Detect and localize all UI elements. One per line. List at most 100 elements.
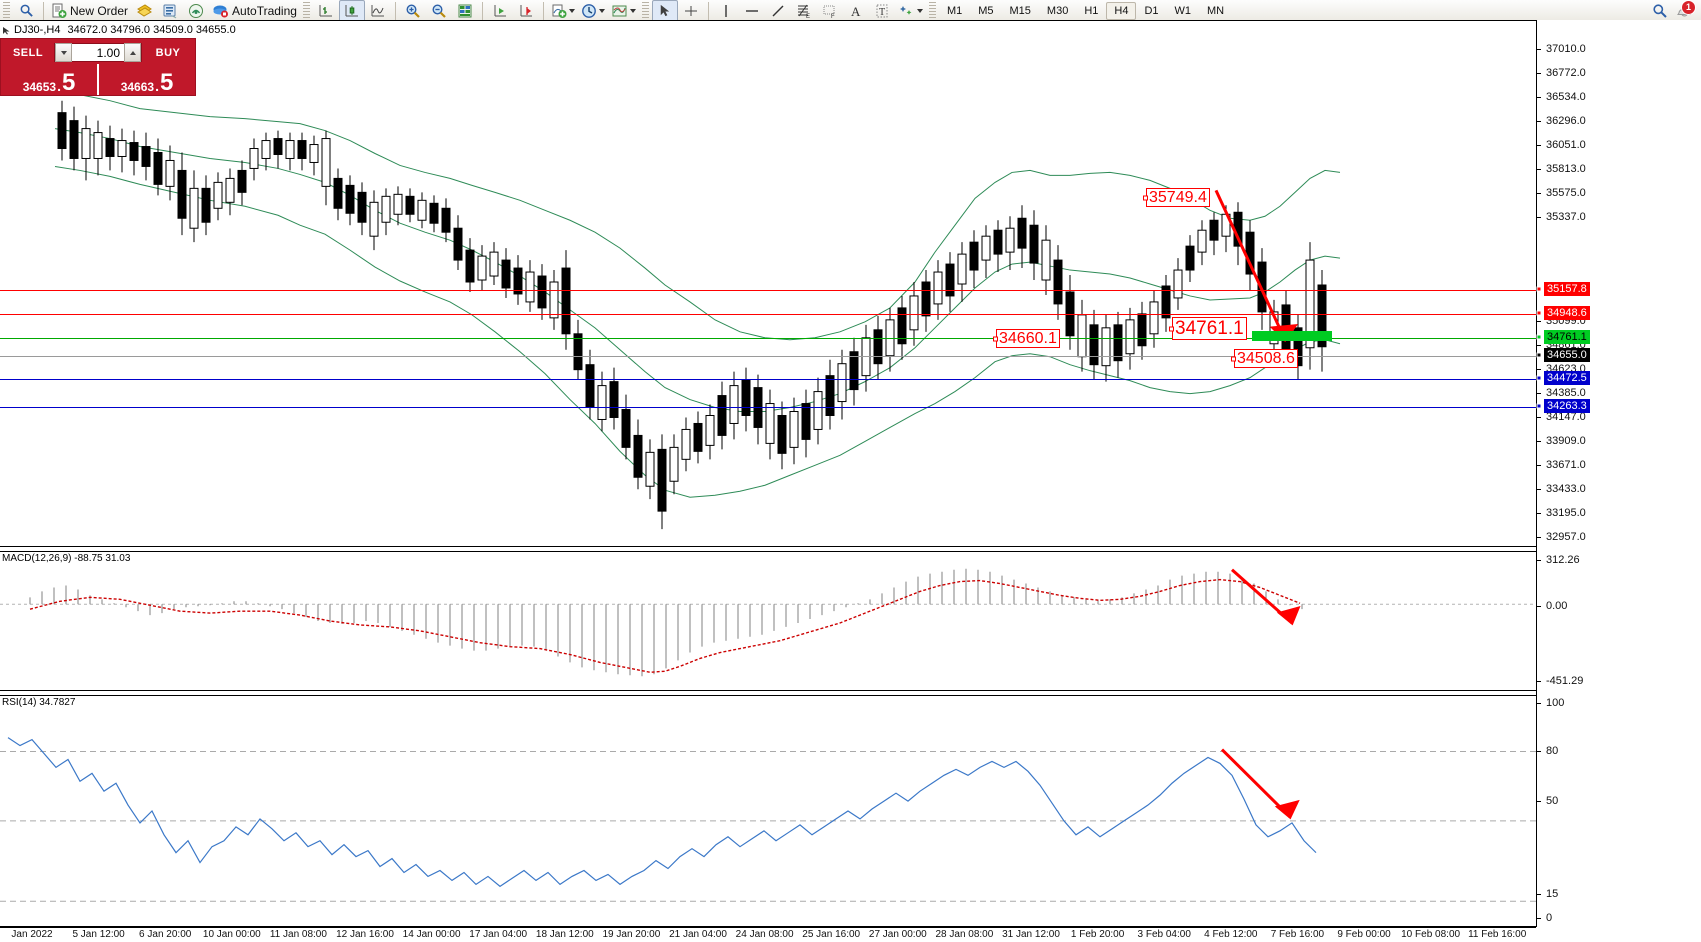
- annotation-35749[interactable]: 35749.4: [1143, 188, 1210, 207]
- cursor-icon[interactable]: [651, 0, 678, 22]
- rsi-tick-50: 50: [1537, 795, 1558, 807]
- timeframe-d1[interactable]: D1: [1144, 4, 1159, 17]
- navigator-icon[interactable]: [157, 0, 183, 22]
- rsi-panel[interactable]: RSI(14) 34.7827: [0, 695, 1536, 927]
- time-tick: 3 Feb 04:00: [1137, 929, 1191, 940]
- templates-icon[interactable]: [608, 0, 639, 22]
- sell-price[interactable]: 34653 . 5: [1, 64, 97, 95]
- price-badge-handle[interactable]: [1536, 375, 1542, 381]
- price-badge-handle[interactable]: [1536, 352, 1542, 358]
- timeframe-w1[interactable]: W1: [1174, 4, 1192, 17]
- fibonacci-icon[interactable]: E: [791, 0, 817, 22]
- price-badge-35157-8[interactable]: 35157.8: [1544, 282, 1590, 296]
- annotation-34660[interactable]: 34660.1: [993, 329, 1060, 348]
- macd-tick-31226: 312.26: [1537, 554, 1580, 566]
- one-click-trading-panel[interactable]: SELL 1.00 BUY 34653 . 5 34663 . 5: [0, 38, 196, 96]
- auto-scroll-icon[interactable]: [487, 0, 513, 22]
- timeframe-m5[interactable]: M5: [978, 4, 994, 17]
- chevron-down-icon[interactable]: [568, 8, 575, 13]
- trendline-icon[interactable]: [765, 0, 791, 22]
- search-small-icon[interactable]: [13, 0, 39, 22]
- annotation-label: 34508.6: [1237, 350, 1295, 367]
- price-badge-handle[interactable]: [1536, 286, 1542, 292]
- price-tick-33909-0: 33909.0: [1537, 435, 1586, 447]
- level-line-34263[interactable]: [0, 407, 1536, 408]
- octp-divider: [97, 64, 99, 95]
- line-chart-icon[interactable]: [365, 0, 391, 22]
- text-label-icon[interactable]: T: [869, 0, 895, 22]
- price-tick-36051-0: 36051.0: [1537, 139, 1586, 151]
- chevron-down-icon[interactable]: [916, 8, 923, 13]
- annotation-34761[interactable]: 34761.1: [1169, 317, 1247, 340]
- chevron-down-icon[interactable]: [629, 8, 636, 13]
- annotation-34508[interactable]: 34508.6: [1231, 349, 1298, 368]
- chart-symbol-label: DJ30-,H4: [14, 24, 61, 36]
- toolbar-grip-3[interactable]: [641, 1, 649, 20]
- period-clock-icon[interactable]: [578, 0, 608, 22]
- volume-stepper[interactable]: 1.00: [54, 43, 142, 62]
- autotrading-button[interactable]: AutoTrading: [209, 0, 300, 22]
- terminal-icon[interactable]: [183, 0, 209, 22]
- level-line-34948[interactable]: [0, 314, 1536, 315]
- price-badge-34655-0[interactable]: 34655.0: [1544, 348, 1590, 362]
- timeframe-h1[interactable]: H1: [1084, 4, 1099, 17]
- chart-shift-icon[interactable]: [513, 0, 539, 22]
- price-badge-handle[interactable]: [1536, 403, 1542, 409]
- search-icon[interactable]: [1647, 0, 1673, 22]
- downtrend-arrow-macd: [1230, 568, 1301, 626]
- price-badge-handle[interactable]: [1536, 334, 1542, 340]
- timeframe-m15[interactable]: M15: [1009, 4, 1031, 17]
- level-line-34472[interactable]: [0, 379, 1536, 380]
- alerts-bell-icon[interactable]: 1: [1673, 0, 1696, 20]
- objects-icon[interactable]: [895, 0, 926, 22]
- indicators-icon[interactable]: [548, 0, 578, 22]
- demand-zone-rectangle[interactable]: [1252, 331, 1332, 341]
- rsi-tick-80: 80: [1537, 745, 1558, 757]
- time-tick: 4 Feb 12:00: [1204, 929, 1258, 940]
- bar-chart-icon[interactable]: [313, 0, 339, 22]
- price-badge-34761-1[interactable]: 34761.1: [1544, 330, 1590, 344]
- timeframe-m30[interactable]: M30: [1046, 4, 1069, 17]
- new-order-button[interactable]: New Order: [48, 0, 131, 22]
- buy-button[interactable]: BUY: [155, 46, 181, 59]
- sell-price-fraction: 5: [61, 68, 76, 96]
- toolbar-grip-2[interactable]: [302, 1, 310, 20]
- svg-text:F: F: [831, 14, 835, 19]
- price-axis[interactable]: 37010.0 36772.0 36534.0 36296.0 36051.0 35813…: [1536, 20, 1701, 927]
- volume-increment-button[interactable]: [124, 43, 141, 62]
- timeframe-mn[interactable]: MN: [1207, 4, 1225, 17]
- vertical-line-icon[interactable]: [713, 0, 739, 22]
- chart-grid-icon[interactable]: [452, 0, 478, 22]
- candlestick-chart-icon[interactable]: [338, 0, 365, 22]
- price-chart-panel[interactable]: 35749.4 34660.1 34761.1 34508.6: [0, 20, 1536, 547]
- price-badge-34472-5[interactable]: 34472.5: [1544, 371, 1590, 385]
- horizontal-line-icon[interactable]: [739, 0, 765, 22]
- zoom-in-icon[interactable]: [400, 0, 426, 22]
- price-badge-handle[interactable]: [1536, 310, 1542, 316]
- price-tick-35575-0: 35575.0: [1537, 187, 1586, 199]
- macd-histogram: [29, 568, 1303, 677]
- rsi-indicator-label: RSI(14) 34.7827: [2, 697, 79, 708]
- toolbar-grip-4[interactable]: [928, 1, 936, 20]
- zoom-out-icon[interactable]: [426, 0, 452, 22]
- text-icon[interactable]: A: [843, 0, 869, 22]
- level-line-35157[interactable]: [0, 290, 1536, 291]
- timeframe-h4[interactable]: H4: [1106, 1, 1137, 20]
- price-badge-34263-3[interactable]: 34263.3: [1544, 399, 1590, 413]
- volume-value[interactable]: 1.00: [96, 45, 120, 60]
- buy-price[interactable]: 34663 . 5: [99, 64, 195, 95]
- price-badge-34948-6[interactable]: 34948.6: [1544, 306, 1590, 320]
- time-tick: 11 Jan 08:00: [269, 929, 327, 940]
- toolbar-grip[interactable]: [3, 1, 10, 20]
- annotation-anchor: [1169, 326, 1174, 331]
- timeframe-m1[interactable]: M1: [946, 4, 963, 17]
- chevron-down-icon[interactable]: [598, 8, 605, 13]
- macd-panel[interactable]: MACD(12,26,9) -88.75 31.03: [0, 551, 1536, 691]
- sell-button[interactable]: SELL: [12, 46, 44, 59]
- time-axis[interactable]: Jan 2022 5 Jan 12:00 6 Jan 20:00 10 Jan 00:…: [0, 927, 1536, 942]
- data-window-icon[interactable]: [131, 0, 157, 22]
- crosshair-icon[interactable]: [678, 0, 704, 22]
- shapes-icon[interactable]: F: [817, 0, 843, 22]
- volume-decrement-button[interactable]: [55, 43, 72, 62]
- svg-text:E: E: [806, 14, 810, 19]
